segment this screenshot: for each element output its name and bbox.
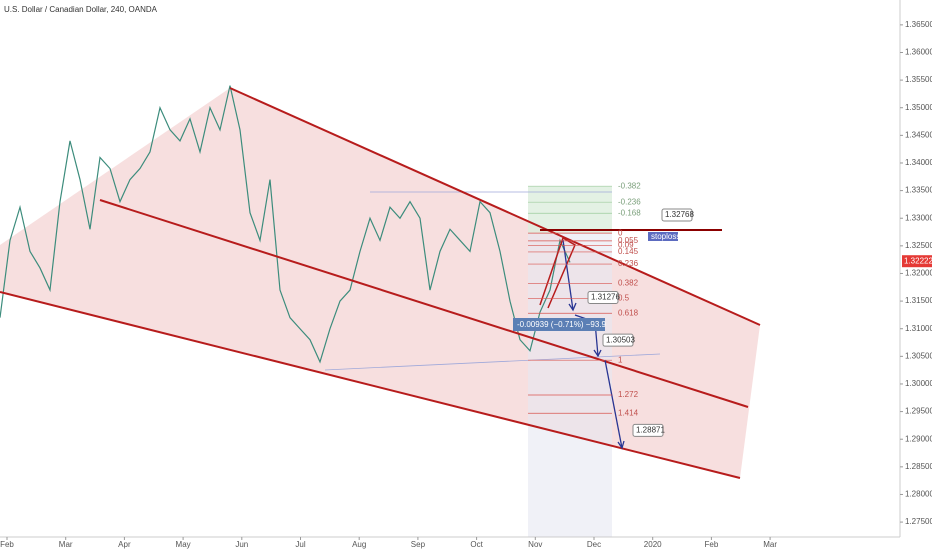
x-tick-label: Mar: [59, 540, 73, 549]
fib-label: 0: [618, 228, 623, 237]
range-line: [324, 353, 661, 371]
fib-label: 0.382: [618, 279, 639, 288]
x-tick-label: Oct: [470, 540, 483, 549]
channel-upper: [229, 87, 761, 326]
fib-label: -0.236: [618, 197, 641, 206]
fib-label: 0.09: [618, 240, 634, 249]
price-note-label: 1.28871: [636, 425, 665, 434]
fib-label: 0.145: [618, 247, 639, 256]
price-note-label: 1.32768: [665, 210, 694, 219]
price-note: 1.32768: [661, 208, 694, 222]
price-note: 1.28871: [632, 423, 665, 437]
wedge: [539, 236, 576, 309]
x-tick-label: Aug: [352, 540, 366, 549]
channel-lower: [0, 291, 741, 479]
price-note-label: 1.31276: [591, 293, 620, 302]
y-tick-label: 1.35500: [905, 75, 932, 84]
price-note-box: [587, 290, 619, 304]
arrow: [604, 359, 623, 449]
last-price-label: 1.32222: [904, 256, 932, 265]
x-tick-label: 2020: [644, 540, 662, 549]
price-note: 1.31276: [587, 290, 620, 304]
y-tick-label: 1.34000: [905, 158, 932, 167]
x-tick-label: Mar: [763, 540, 777, 549]
x-tick-label: May: [176, 540, 191, 549]
x-tick-label: Jun: [235, 540, 248, 549]
y-tick-label: 1.32500: [905, 241, 932, 250]
y-tick-label: 1.27500: [905, 517, 932, 526]
y-tick-label: 1.30500: [905, 351, 932, 360]
y-tick-label: 1.29500: [905, 407, 932, 416]
y-tick-label: 1.36000: [905, 48, 932, 57]
arrow-head: [617, 440, 625, 450]
stop-label: stoploss: [651, 232, 680, 241]
fib-zone: [528, 233, 612, 537]
x-tick-label: Nov: [528, 540, 542, 549]
last-price-badge: [902, 255, 932, 268]
y-tick-label: 1.33000: [905, 213, 932, 222]
fib-label: 0.5: [618, 293, 630, 302]
y-tick-label: 1.32000: [905, 269, 932, 278]
arrow-head: [593, 349, 602, 358]
y-tick-label: 1.33500: [905, 186, 932, 195]
fib-label: 1: [618, 355, 623, 364]
fib-label: 0.618: [618, 308, 639, 317]
y-tick-label: 1.36500: [905, 20, 932, 29]
fib-label: 0.236: [618, 259, 639, 268]
arrow-head: [568, 302, 577, 312]
price-note-label: 1.30503: [606, 335, 635, 344]
y-tick-label: 1.28500: [905, 462, 932, 471]
x-tick-label: Sep: [411, 540, 426, 549]
price-note-box: [661, 208, 693, 222]
y-tick-label: 1.31500: [905, 296, 932, 305]
x-tick-label: Dec: [587, 540, 601, 549]
price-note: 1.30503: [602, 333, 635, 347]
y-tick-label: 1.35000: [905, 103, 932, 112]
measure-badge: [513, 318, 605, 331]
y-tick-label: 1.29000: [905, 434, 932, 443]
price-line: [0, 85, 571, 364]
y-tick-label: 1.30000: [905, 379, 932, 388]
price-note-box: [602, 333, 634, 347]
x-tick-label: Jul: [295, 540, 305, 549]
x-tick-label: Feb: [705, 540, 719, 549]
y-tick-label: 1.31000: [905, 324, 932, 333]
stop-badge: [648, 232, 678, 241]
channel-middle: [99, 199, 749, 408]
plot: [0, 85, 571, 364]
chart-title: U.S. Dollar / Canadian Dollar, 240, OAND…: [4, 5, 158, 14]
y-tick-label: 1.34500: [905, 130, 932, 139]
measure-label: -0.00939 (−0.71%) −93.9: [517, 320, 607, 329]
x-tick-label: Apr: [118, 540, 131, 549]
y-tick-label: 1.28000: [905, 490, 932, 499]
price-note-box: [632, 423, 664, 437]
fib-label: 1.414: [618, 408, 639, 417]
fib-label: 0.055: [618, 236, 639, 245]
fib-label: -0.382: [618, 181, 641, 190]
fib-label: 1.272: [618, 390, 639, 399]
x-tick-label: Feb: [0, 540, 14, 549]
fib-zone-top: [528, 186, 612, 233]
fib-label: -0.168: [618, 208, 641, 217]
